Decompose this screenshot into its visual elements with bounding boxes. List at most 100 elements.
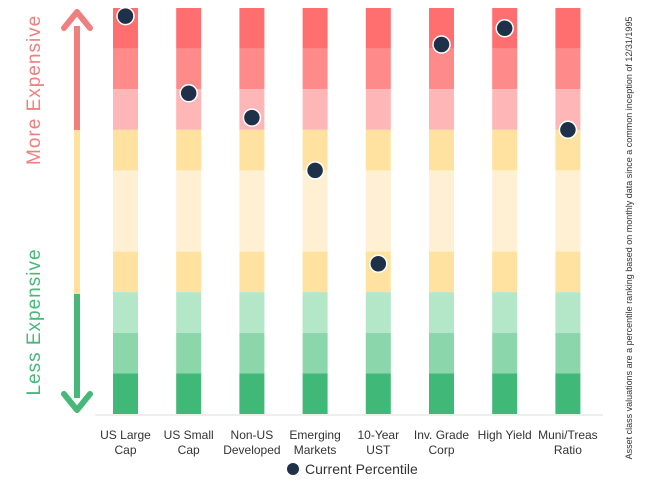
category-label: Non-US Developed bbox=[212, 428, 292, 458]
band-cell bbox=[302, 170, 328, 252]
band-cell bbox=[555, 170, 581, 252]
column-6 bbox=[429, 8, 454, 414]
column-7 bbox=[492, 8, 518, 414]
band-cell bbox=[239, 170, 265, 252]
band-cell bbox=[429, 373, 454, 414]
percentile-point bbox=[495, 19, 514, 38]
band-cell bbox=[492, 48, 518, 90]
band-cell bbox=[492, 332, 518, 374]
percentile-point bbox=[558, 120, 578, 140]
band-cell bbox=[429, 170, 454, 252]
category-label-line: Cap bbox=[177, 443, 200, 457]
category-label-line: High Yield bbox=[477, 428, 532, 442]
category-label-line: Emerging bbox=[289, 428, 341, 442]
band-cell bbox=[492, 89, 518, 130]
band-cell bbox=[302, 251, 328, 293]
percentile-point bbox=[242, 108, 262, 127]
category-columns bbox=[113, 8, 581, 414]
band-cell bbox=[429, 251, 454, 293]
category-label: Inv. Grade Corp bbox=[402, 428, 482, 458]
category-label-line: US Large bbox=[100, 428, 151, 442]
percentile-point bbox=[179, 84, 198, 103]
band-cell bbox=[555, 8, 581, 49]
band-cell bbox=[429, 48, 454, 90]
column-5 bbox=[365, 8, 391, 414]
band-cell bbox=[429, 129, 454, 171]
band-cell bbox=[302, 292, 328, 333]
more-expensive-label: More Expensive bbox=[24, 14, 45, 165]
category-label-line: Developed bbox=[223, 443, 281, 457]
band-cell bbox=[239, 332, 265, 374]
band-cell bbox=[302, 48, 328, 90]
band-cell bbox=[176, 373, 202, 414]
band-cell bbox=[365, 332, 391, 374]
column-8 bbox=[555, 8, 581, 414]
column-1 bbox=[113, 8, 138, 414]
percentile-point bbox=[116, 6, 135, 26]
legend: Current Percentile bbox=[287, 460, 418, 478]
category-label-line: Corp bbox=[428, 443, 455, 457]
band-cell bbox=[555, 332, 581, 374]
arrow-head-down bbox=[61, 391, 93, 413]
band-cell bbox=[239, 48, 265, 90]
category-label: 10-Year UST bbox=[338, 428, 418, 458]
band-cell bbox=[176, 332, 202, 374]
band-cell bbox=[113, 373, 138, 414]
category-label-line: Non-US bbox=[230, 428, 274, 442]
category-label-line: Ratio bbox=[553, 443, 582, 457]
band-cell bbox=[365, 129, 391, 171]
category-label-line: Muni/Treas bbox=[538, 428, 598, 442]
category-label-line: UST bbox=[366, 443, 391, 457]
band-cell bbox=[429, 332, 454, 374]
band-cell bbox=[429, 89, 454, 130]
legend-marker bbox=[287, 463, 299, 475]
band-cell bbox=[239, 8, 265, 49]
category-label-line: Inv. Grade bbox=[413, 428, 470, 442]
column-3 bbox=[239, 8, 265, 414]
band-cell bbox=[113, 332, 138, 374]
percentile-point bbox=[305, 161, 325, 180]
category-label: High Yield bbox=[465, 428, 545, 458]
band-cell bbox=[365, 292, 391, 333]
percentile-markers bbox=[116, 6, 578, 274]
band-cell bbox=[176, 48, 202, 90]
band-cell bbox=[555, 292, 581, 333]
band-cell bbox=[239, 251, 265, 293]
band-cell bbox=[492, 170, 518, 252]
band-cell bbox=[365, 170, 391, 252]
legend-label: Current Percentile bbox=[305, 461, 418, 477]
arrow-head-up bbox=[61, 9, 93, 31]
band-cell bbox=[429, 292, 454, 333]
band-cell bbox=[365, 8, 391, 49]
category-label: Muni/Treas Ratio bbox=[528, 428, 608, 458]
band-cell bbox=[113, 170, 138, 252]
percentile-point bbox=[369, 254, 388, 274]
band-cell bbox=[113, 48, 138, 90]
band-cell bbox=[113, 89, 138, 130]
band-cell bbox=[113, 292, 138, 333]
band-cell bbox=[176, 170, 202, 252]
valuation-arrow bbox=[61, 9, 93, 413]
column-2 bbox=[176, 8, 202, 414]
band-cell bbox=[302, 332, 328, 374]
percentile-point bbox=[432, 35, 451, 54]
band-cell bbox=[239, 129, 265, 171]
band-cell bbox=[365, 89, 391, 130]
band-cell bbox=[302, 8, 328, 49]
band-cell bbox=[176, 292, 202, 333]
band-cell bbox=[492, 129, 518, 171]
band-cell bbox=[176, 8, 202, 49]
band-cell bbox=[113, 251, 138, 293]
category-label: US Large Cap bbox=[86, 428, 166, 458]
category-label-line: 10-Year bbox=[357, 428, 400, 442]
band-cell bbox=[176, 129, 202, 171]
band-cell bbox=[239, 292, 265, 333]
band-cell bbox=[302, 373, 328, 414]
band-cell bbox=[302, 89, 328, 130]
band-cell bbox=[365, 48, 391, 90]
category-label-line: Cap bbox=[114, 443, 137, 457]
category-label: Emerging Markets bbox=[275, 428, 355, 458]
band-cell bbox=[113, 129, 138, 171]
category-label: US Small Cap bbox=[149, 428, 229, 458]
